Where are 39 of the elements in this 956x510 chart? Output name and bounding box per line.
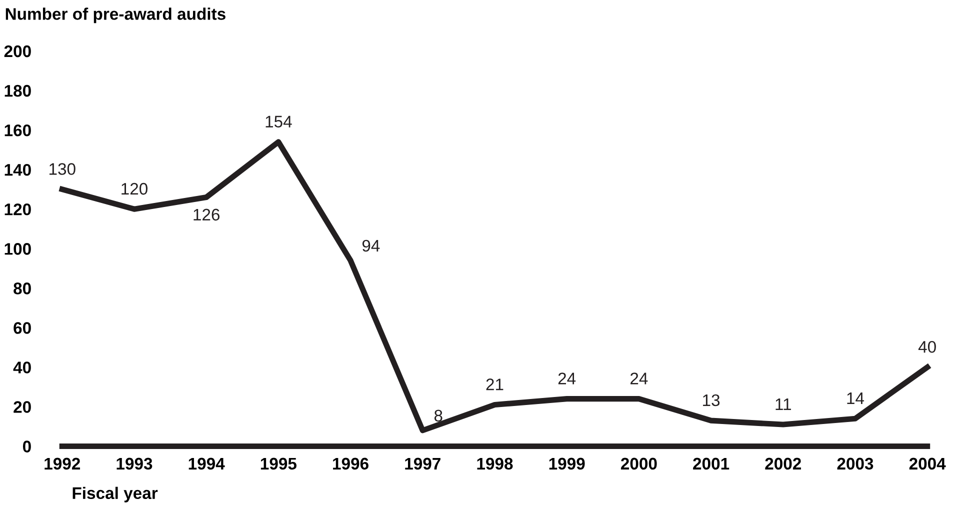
data-label: 120 [122, 182, 148, 195]
y-tick-label: 120 [4, 204, 31, 216]
data-label: 14 [847, 392, 864, 404]
x-tick-label: 1996 [333, 458, 368, 470]
data-label: 94 [362, 240, 380, 252]
x-tick-label: 2002 [765, 458, 801, 470]
y-tick-label: 180 [4, 84, 31, 97]
y-tick-label: 40 [13, 362, 31, 374]
data-label: 126 [194, 208, 220, 221]
x-tick-label: 1992 [44, 458, 80, 470]
x-tick-label: 1994 [188, 458, 225, 470]
data-label: 154 [266, 116, 292, 128]
data-label: 130 [50, 163, 76, 175]
x-tick-label: 2000 [620, 458, 657, 470]
data-label: 11 [776, 398, 791, 410]
data-label: 24 [630, 372, 648, 384]
y-tick-label: 140 [4, 164, 31, 176]
x-tick-label: 2004 [909, 458, 946, 470]
data-label: 13 [703, 394, 720, 406]
x-tick-label: 1993 [116, 458, 152, 470]
data-label: 21 [486, 378, 504, 390]
x-tick-label: 1995 [260, 458, 297, 470]
x-tick-label: 2001 [693, 458, 730, 470]
y-tick-label: 200 [4, 45, 31, 58]
y-tick-label: 20 [14, 401, 31, 413]
y-tick-label: 60 [14, 322, 31, 334]
x-tick-label: 1997 [405, 458, 440, 470]
y-axis-title: Number of pre-award audits [6, 8, 226, 24]
y-tick-label: 0 [22, 440, 31, 452]
y-tick-label: 160 [4, 124, 31, 136]
x-axis-title: Fiscal year [72, 486, 158, 502]
x-tick-label: 1999 [549, 458, 585, 470]
data-label: 24 [558, 372, 576, 384]
y-tick-label: 80 [14, 282, 31, 294]
x-tick-label: 1998 [477, 458, 513, 470]
y-tick-label: 100 [4, 243, 31, 255]
data-label: 8 [434, 410, 442, 422]
x-tick-label: 2003 [837, 458, 874, 470]
data-label: 40 [918, 340, 936, 353]
